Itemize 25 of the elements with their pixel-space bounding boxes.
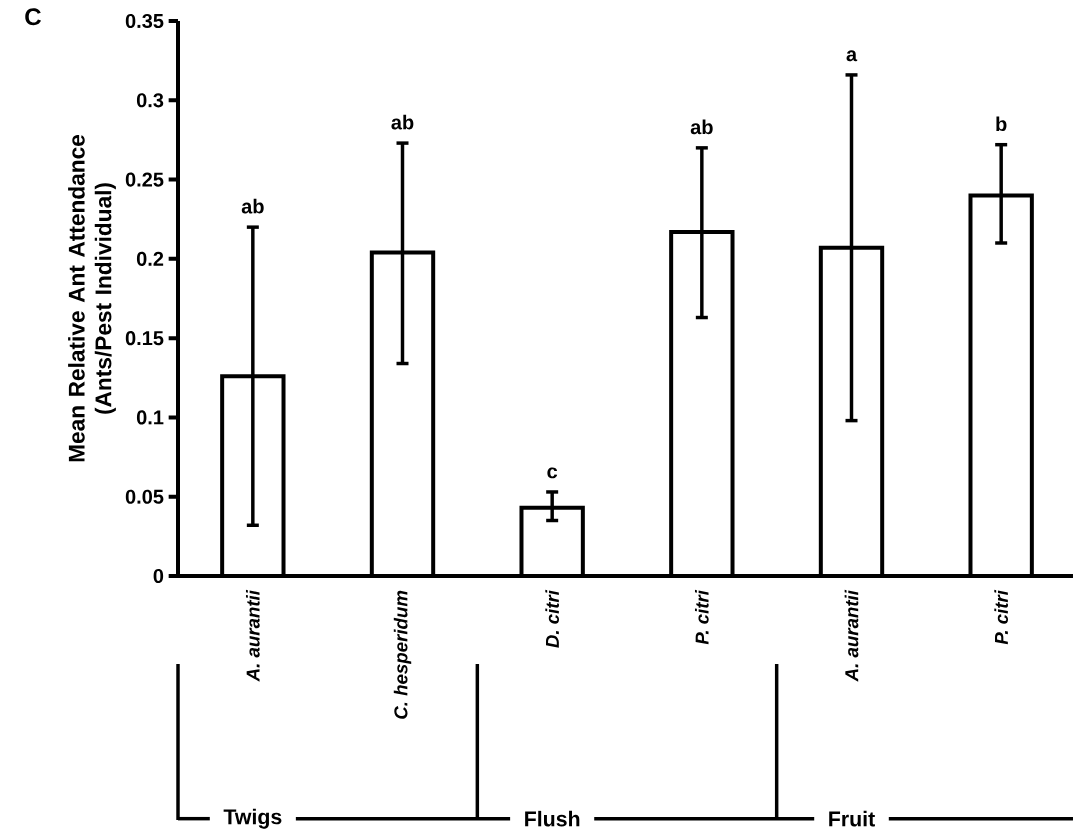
- y-tick-label: 0.2: [136, 251, 164, 266]
- annotation: a: [846, 50, 858, 62]
- annotation: ab: [241, 198, 264, 214]
- y-tick-label: 0.15: [125, 331, 164, 346]
- text: Twigs: [223, 808, 282, 829]
- x-tick-label: A. aurantii: [245, 589, 260, 682]
- text: Fruit: [829, 810, 875, 827]
- y-tick-label: 0.3: [136, 93, 164, 108]
- y-tick-label: 0.35: [125, 13, 164, 29]
- x-tick-label: D. citri: [545, 589, 560, 648]
- y-tick-label: 0.25: [125, 172, 164, 187]
- annotation: b: [996, 116, 1007, 132]
- x-tick-label: P. citri: [994, 589, 1009, 645]
- x-tick-label: A. aurantii: [844, 589, 859, 682]
- y-tick-label: 0: [153, 568, 164, 584]
- annotation: ab: [690, 119, 713, 135]
- x-tick-label: P. citri: [694, 589, 709, 645]
- x-tick-label: C. hesperidum: [393, 590, 412, 719]
- annotation: ab: [391, 114, 414, 130]
- annotation: c: [547, 467, 558, 479]
- y-tick-label: 0.05: [125, 489, 164, 504]
- y-tick-label: 0.1: [136, 410, 164, 425]
- text: Flush: [525, 810, 580, 827]
- text: C: [25, 8, 41, 26]
- y-axis-title: Mean Relative Ant Attendance (Ants/Pest Individual): [68, 134, 116, 462]
